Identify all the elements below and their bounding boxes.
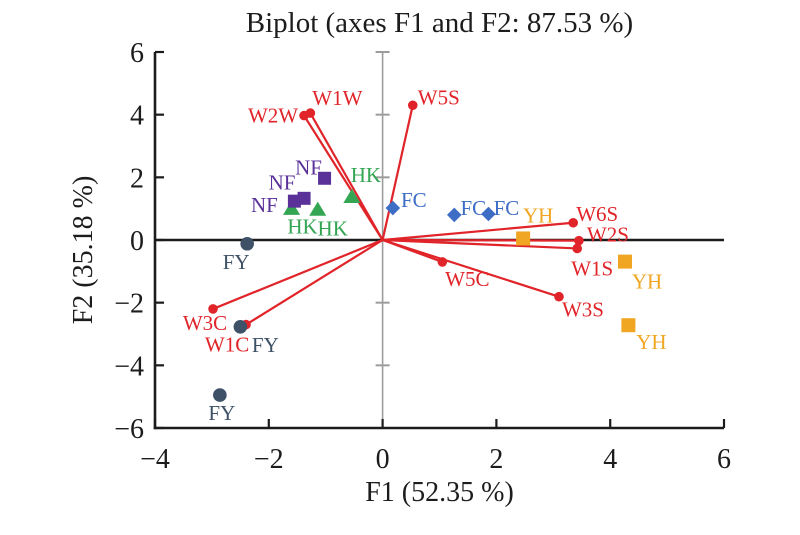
point-yh-3: [621, 318, 636, 333]
vector-w1s-endpoint: [572, 243, 582, 254]
point-yh-1: [516, 231, 531, 246]
vector-w6s-endpoint: [568, 217, 579, 228]
point-nf-1: [318, 171, 332, 185]
vector-w6s-line: [382, 221, 574, 242]
point-fy-2: [233, 319, 248, 334]
vector-w2s-line: [382, 238, 579, 242]
point-fy-3-label: FY: [208, 401, 235, 425]
y-tick-label: −2: [114, 289, 144, 320]
point-nf-3: [297, 191, 311, 205]
point-fc-3-label: FC: [494, 196, 520, 220]
vector-w1s-label: W1S: [571, 256, 613, 280]
y-tick-label: 4: [130, 101, 144, 132]
point-hk-1-label: HK: [351, 163, 381, 187]
point-fc-2-label: FC: [460, 196, 486, 220]
point-yh-2-label: YH: [632, 270, 662, 294]
y-tick-label: 0: [130, 226, 144, 257]
point-fy-1: [240, 236, 254, 251]
vector-w2s-label: W2S: [587, 223, 629, 247]
x-tick-label: 2: [489, 444, 503, 475]
vector-w5s-endpoint: [407, 100, 418, 111]
vector-w1w-label: W1W: [312, 86, 362, 110]
y-tick-label: −4: [114, 351, 144, 382]
vector-w5c-endpoint: [437, 257, 448, 267]
point-fy-1-label: FY: [223, 250, 250, 274]
x-tick-label: −2: [254, 444, 284, 475]
point-yh-1-label: YH: [523, 203, 553, 227]
vector-w3c-label: W3C: [183, 311, 227, 335]
vector-w5s-line: [381, 105, 414, 241]
x-axis-title: F1 (52.35 %): [365, 477, 514, 508]
point-fy-2-label: FY: [252, 333, 279, 357]
vector-w1c-label: W1C: [205, 333, 249, 357]
point-hk-2: [309, 201, 327, 216]
point-nf-2-label: NF: [251, 193, 278, 217]
vector-w1c-line: [245, 239, 384, 326]
vector-w3c-endpoint: [208, 304, 218, 314]
x-tick-label: 0: [376, 444, 390, 475]
point-fc-1-label: FC: [401, 188, 427, 212]
vector-w3s-endpoint: [554, 291, 564, 302]
vector-w2s-endpoint: [574, 235, 584, 246]
point-fc-1: [385, 200, 401, 216]
point-fc-2: [446, 207, 462, 223]
point-hk-3: [283, 200, 301, 215]
point-fc-3: [481, 206, 496, 222]
vector-w5c-label: W5C: [445, 267, 489, 291]
x-tick-label: 6: [717, 444, 731, 475]
y-tick-label: −6: [114, 414, 144, 445]
x-tick-label: 4: [603, 444, 617, 475]
point-fy-3: [213, 388, 227, 402]
point-yh-2: [617, 254, 632, 269]
point-hk-2-label: HK: [318, 217, 348, 241]
vector-w3c-line: [212, 238, 384, 310]
x-tick-label: −4: [140, 444, 170, 475]
point-hk-3-label: HK: [287, 215, 317, 239]
point-yh-3-label: YH: [636, 330, 666, 354]
vector-w5s-label: W5S: [418, 85, 460, 109]
point-nf-1-label: NF: [295, 155, 322, 179]
vector-w6s-label: W6S: [576, 202, 618, 226]
vector-w3s-line: [382, 238, 560, 298]
y-tick-label: 2: [130, 163, 144, 194]
vector-w2w-label: W2W: [248, 104, 298, 128]
point-hk-1: [343, 188, 361, 203]
vector-w3s-label: W3S: [562, 298, 604, 322]
chart-title: Biplot (axes F1 and F2: 87.53 %): [245, 7, 634, 39]
vector-w1w-line: [309, 112, 384, 241]
vector-w1w-endpoint: [305, 108, 316, 118]
vector-w1s-line: [382, 238, 578, 250]
y-tick-label: 6: [130, 38, 144, 69]
vector-w5c-line: [382, 238, 443, 263]
point-nf-3-label: NF: [269, 170, 296, 194]
vector-w2w-line: [303, 115, 384, 241]
